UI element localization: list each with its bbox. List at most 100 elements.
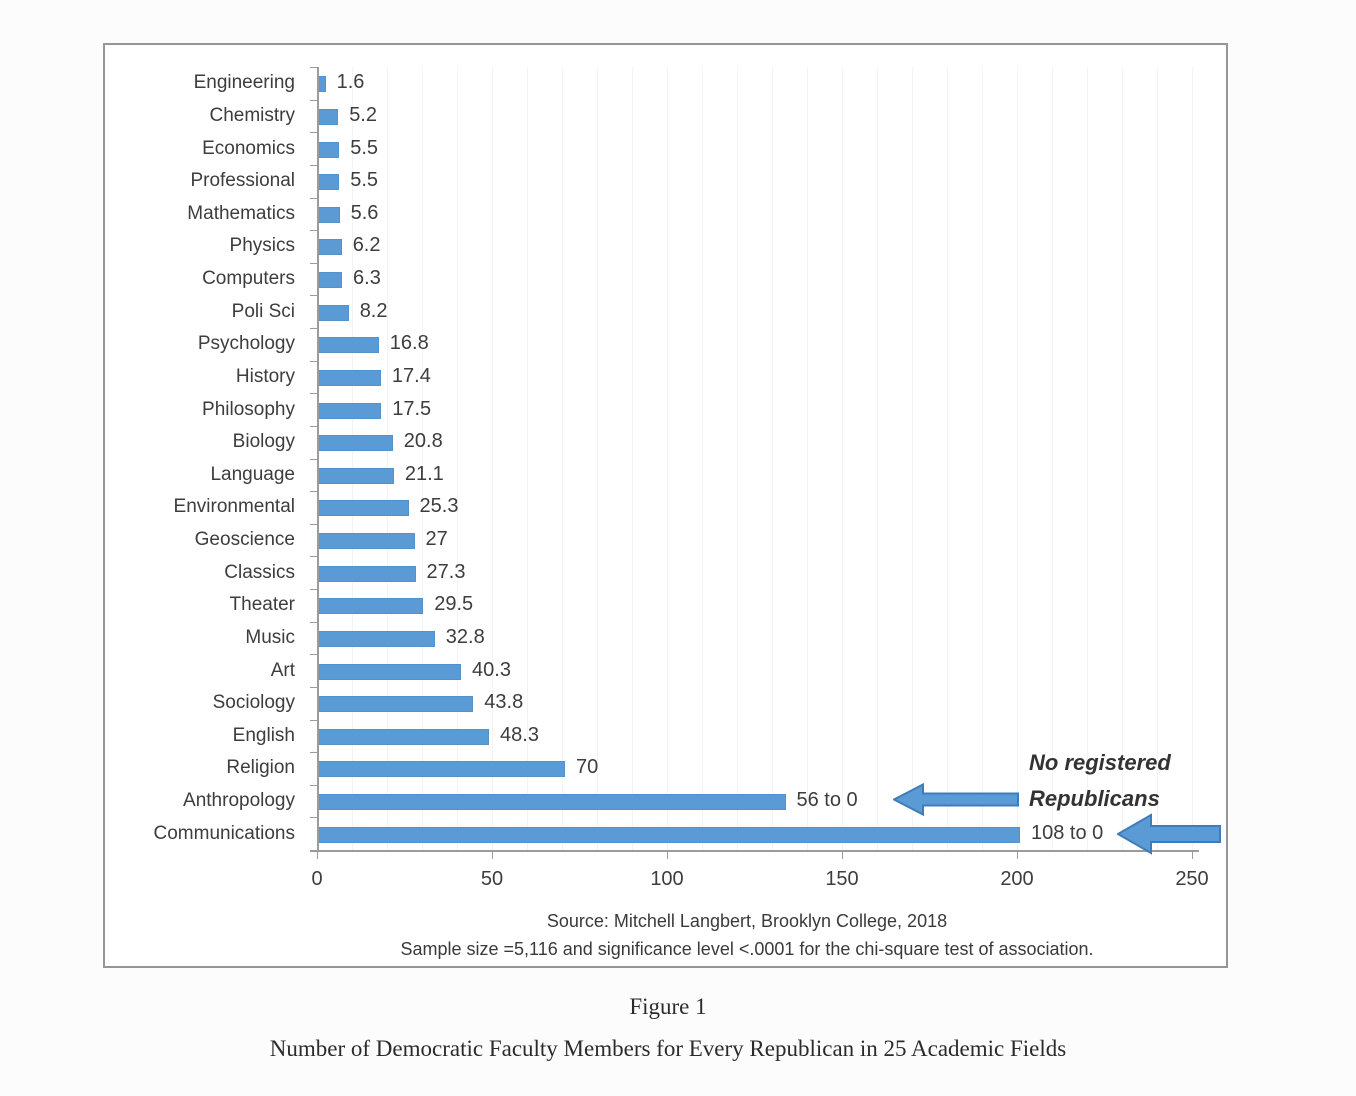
minor-gridline bbox=[632, 67, 633, 850]
x-axis-tick bbox=[1192, 852, 1193, 859]
bar-value-label: 6.3 bbox=[353, 267, 381, 290]
bar-art bbox=[318, 663, 462, 680]
category-label: Biology bbox=[232, 431, 295, 453]
category-label: Anthropology bbox=[183, 790, 295, 812]
bar-value-label: 21.1 bbox=[404, 462, 444, 485]
minor-gridline bbox=[1157, 67, 1158, 850]
bar-value-label: 29.5 bbox=[434, 593, 474, 616]
x-axis-tick-label: 200 bbox=[1000, 868, 1034, 890]
minor-gridline bbox=[527, 67, 528, 850]
bar-value-label: 17.5 bbox=[392, 397, 432, 420]
y-axis-tick bbox=[310, 719, 318, 721]
bar-anthropology bbox=[318, 794, 786, 811]
category-label: Computers bbox=[202, 268, 295, 290]
bar-value-label: 40.3 bbox=[472, 658, 511, 681]
figure-captions: Figure 1 Number of Democratic Faculty Me… bbox=[0, 994, 1336, 1062]
bar-value-label: 48.3 bbox=[500, 723, 539, 746]
bar-value-label: 70 bbox=[576, 756, 599, 779]
bar-value-label: 43.8 bbox=[484, 691, 524, 714]
x-axis-tick-label: 0 bbox=[311, 868, 323, 890]
minor-gridline bbox=[842, 67, 843, 850]
minor-gridline bbox=[737, 67, 738, 850]
category-label: Engineering bbox=[193, 72, 295, 94]
plot-area: Engineering 1.6 Chemistry 5.2 Economics 5.5 Pr… bbox=[105, 45, 1226, 966]
minor-gridline bbox=[912, 67, 913, 850]
y-axis-tick bbox=[310, 523, 318, 525]
minor-gridline bbox=[597, 67, 598, 850]
y-axis-tick bbox=[310, 99, 318, 101]
figure-number: Figure 1 bbox=[629, 994, 707, 1019]
chart-frame: Engineering 1.6 Chemistry 5.2 Economics 5.5 Pr… bbox=[103, 43, 1228, 968]
bar-psychology bbox=[318, 337, 379, 354]
minor-gridline bbox=[807, 67, 808, 850]
bar-environmental bbox=[318, 500, 409, 517]
x-axis-line bbox=[310, 850, 1199, 852]
category-label: Classics bbox=[224, 561, 295, 583]
bar-value-label: 20.8 bbox=[403, 430, 443, 453]
x-axis-tick bbox=[667, 852, 668, 859]
category-label: Religion bbox=[226, 757, 295, 779]
bar-mathematics bbox=[318, 206, 340, 223]
bar-poli-sci bbox=[318, 304, 349, 321]
category-label: Art bbox=[270, 659, 295, 681]
minor-gridline bbox=[947, 67, 948, 850]
y-axis-tick bbox=[310, 197, 318, 199]
bar-value-label: 1.6 bbox=[336, 71, 365, 94]
y-axis-tick bbox=[310, 164, 318, 166]
bar-value-label: 108 to 0 bbox=[1031, 821, 1104, 844]
bar-classics bbox=[318, 565, 416, 582]
bar-religion bbox=[318, 761, 565, 778]
annotation-line-2: Republicans bbox=[1029, 786, 1160, 811]
category-label: Mathematics bbox=[187, 202, 295, 224]
category-label: History bbox=[235, 365, 295, 387]
minor-gridline bbox=[352, 67, 353, 850]
x-axis-tick bbox=[1017, 852, 1018, 859]
bar-value-label: 27 bbox=[425, 528, 448, 551]
x-axis-tick bbox=[317, 852, 318, 859]
x-axis-tick-label: 150 bbox=[825, 868, 859, 890]
bar-english bbox=[318, 728, 490, 745]
y-axis-tick bbox=[310, 458, 318, 460]
bar-philosophy bbox=[318, 402, 382, 419]
y-axis-tick bbox=[310, 262, 318, 264]
y-axis-tick bbox=[310, 328, 318, 329]
category-label: Theater bbox=[229, 594, 295, 616]
category-label: Physics bbox=[229, 235, 295, 257]
minor-gridline bbox=[387, 67, 388, 850]
left-arrow-communications-icon bbox=[1117, 813, 1221, 855]
no-registered-republicans-annotation: No registered Republicans bbox=[1029, 745, 1304, 817]
bar-chemistry bbox=[318, 108, 339, 125]
minor-gridline bbox=[1122, 67, 1123, 850]
category-label: Geoscience bbox=[194, 529, 295, 551]
bar-communications bbox=[318, 826, 1020, 843]
y-axis-tick bbox=[310, 491, 318, 493]
figure-title: Number of Democratic Faculty Members for… bbox=[269, 1036, 1067, 1061]
bar-value-label: 25.3 bbox=[419, 495, 459, 518]
minor-gridline bbox=[702, 67, 703, 850]
y-axis-tick bbox=[310, 752, 318, 754]
minor-gridline bbox=[1052, 67, 1053, 850]
y-axis-tick bbox=[310, 67, 318, 68]
bar-value-label: 56 to 0 bbox=[796, 789, 858, 812]
minor-gridline bbox=[1087, 67, 1088, 850]
category-label: Economics bbox=[202, 137, 295, 159]
left-arrow-anthropology-icon bbox=[893, 783, 1019, 816]
y-axis-tick bbox=[310, 393, 318, 395]
bar-biology bbox=[318, 435, 393, 452]
y-axis-tick bbox=[310, 425, 318, 427]
category-label: Chemistry bbox=[209, 104, 295, 126]
bar-value-label: 32.8 bbox=[445, 625, 485, 648]
y-axis-tick bbox=[310, 556, 318, 558]
category-label: Professional bbox=[190, 170, 295, 192]
category-label: Sociology bbox=[212, 692, 295, 714]
x-axis-tick-label: 50 bbox=[480, 868, 504, 890]
bar-sociology bbox=[318, 696, 474, 713]
category-label: English bbox=[232, 724, 295, 746]
bar-engineering bbox=[318, 76, 326, 93]
category-label: Poli Sci bbox=[231, 300, 295, 322]
bar-computers bbox=[318, 272, 343, 289]
bar-professional bbox=[318, 174, 340, 191]
bar-value-label: 5.5 bbox=[350, 169, 379, 192]
y-axis-tick bbox=[310, 360, 318, 362]
